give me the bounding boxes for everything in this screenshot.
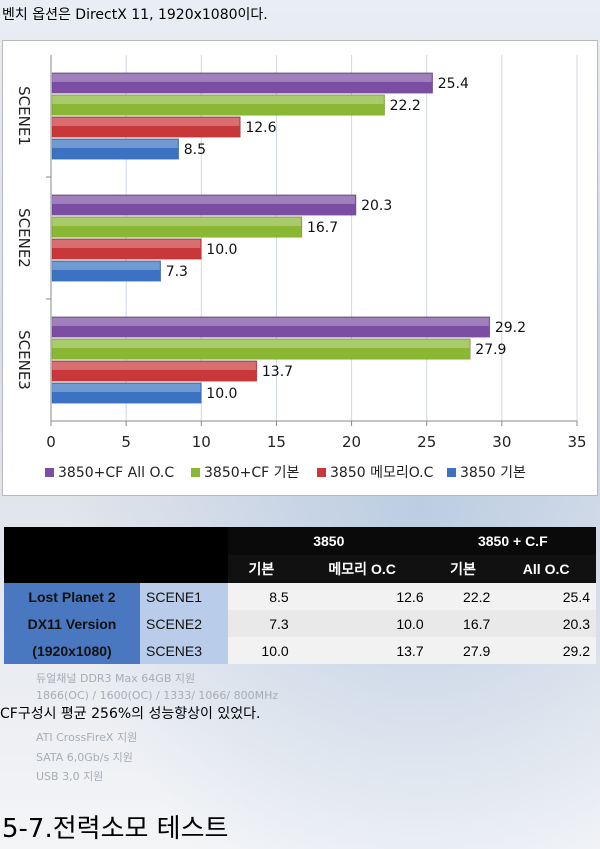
bar xyxy=(51,238,202,260)
bar-highlight xyxy=(52,317,489,326)
x-tick-label: 10 xyxy=(192,433,211,451)
chart-container: 0 5 10 15 20 25 30 35 SCENE1 25.4 22.2 12.6 8.5 SCENE… xyxy=(2,40,598,496)
sub-header: 기본 xyxy=(429,555,497,583)
legend-label: 3850 기본 xyxy=(460,465,526,481)
plot-area xyxy=(51,55,577,421)
bar xyxy=(51,360,258,382)
value-cell: 8.5 xyxy=(228,583,295,610)
background-text: SATA 6,0Gb/s 지원 xyxy=(36,751,133,764)
intro-text: 벤치 옵션은 DirectX 11, 1920x1080이다. xyxy=(2,7,268,23)
table-corner xyxy=(4,527,228,583)
bar xyxy=(51,382,202,404)
scene-cell: SCENE3 xyxy=(140,637,228,664)
value-cell: 12.6 xyxy=(294,583,430,610)
value-cell: 22.2 xyxy=(429,583,497,610)
data-label: 22.2 xyxy=(390,98,421,114)
data-label: 10.0 xyxy=(206,242,237,258)
bar xyxy=(51,194,357,216)
results-table: 3850 3850 + C.F 기본 메모리 O.C 기본 All O.C Lo… xyxy=(4,527,596,664)
bar xyxy=(51,216,303,238)
bar xyxy=(51,260,162,282)
row-label: DX11 Version xyxy=(4,610,140,637)
data-label: 13.7 xyxy=(262,364,293,380)
x-tick-label: 25 xyxy=(417,433,436,451)
bar-highlight xyxy=(52,261,160,270)
data-label: 12.6 xyxy=(245,120,276,136)
table-row: DX11 Version SCENE2 7.3 10.0 16.7 20.3 xyxy=(4,610,596,637)
scene-cell: SCENE2 xyxy=(140,610,228,637)
value-cell: 16.7 xyxy=(429,610,497,637)
table-row: (1920x1080) SCENE3 10.0 13.7 27.9 29.2 xyxy=(4,637,596,664)
bar-chart: 0 5 10 15 20 25 30 35 SCENE1 25.4 22.2 12.6 8.5 SCENE… xyxy=(15,55,587,481)
bar-highlight xyxy=(52,117,240,126)
bar xyxy=(51,338,471,360)
category-label: SCENE1 xyxy=(15,86,33,146)
legend-label: 3850+CF 기본 xyxy=(204,465,300,481)
legend-swatch xyxy=(447,468,456,477)
legend-swatch xyxy=(191,468,200,477)
legend-swatch xyxy=(317,468,326,477)
sub-header: 기본 xyxy=(228,555,295,583)
sub-header: All O.C xyxy=(496,555,596,583)
x-tick-label: 0 xyxy=(46,433,56,451)
group-header-3850-cf: 3850 + C.F xyxy=(429,527,596,555)
value-cell: 29.2 xyxy=(496,637,596,664)
value-cell: 7.3 xyxy=(228,610,295,637)
legend-label: 3850+CF All O.C xyxy=(58,465,174,481)
data-label: 7.3 xyxy=(166,264,188,280)
group-header-3850: 3850 xyxy=(228,527,430,555)
data-label: 10.0 xyxy=(206,386,237,402)
data-label: 20.3 xyxy=(361,198,392,214)
data-label: 25.4 xyxy=(438,76,469,92)
bar-highlight xyxy=(52,361,256,370)
bar xyxy=(51,72,434,94)
sub-header: 메모리 O.C xyxy=(294,555,430,583)
data-label: 16.7 xyxy=(307,220,338,236)
value-cell: 13.7 xyxy=(294,637,430,664)
value-cell: 10.0 xyxy=(294,610,430,637)
scene-cell: SCENE1 xyxy=(140,583,228,610)
x-tick-label: 5 xyxy=(121,433,131,451)
x-tick-label: 30 xyxy=(492,433,511,451)
row-label: Lost Planet 2 xyxy=(4,583,140,610)
table-header-row: 3850 3850 + C.F xyxy=(4,527,596,583)
x-tick-label: 20 xyxy=(342,433,361,451)
background-text: USB 3,0 지원 xyxy=(36,770,104,783)
background-text: ATI CrossFireX 지원 xyxy=(36,731,138,744)
bar-highlight xyxy=(52,95,384,104)
data-label: 27.9 xyxy=(475,342,506,358)
x-tick-label: 35 xyxy=(567,433,586,451)
legend-label: 3850 메모리O.C xyxy=(330,465,434,481)
value-cell: 27.9 xyxy=(429,637,497,664)
legend-swatch xyxy=(45,468,54,477)
bar-highlight xyxy=(52,217,301,226)
caption-text: CF구성시 평균 256%의 성능향상이 있었다. xyxy=(0,706,261,722)
category-label: SCENE2 xyxy=(15,208,33,268)
value-cell: 20.3 xyxy=(496,610,596,637)
x-tick-label: 15 xyxy=(267,433,286,451)
section-title: 5-7.전력소모 테스트 xyxy=(2,814,229,844)
bar xyxy=(51,116,241,138)
bar-highlight xyxy=(52,383,201,392)
background-text: 1866(OC) / 1600(OC) / 1333/ 1066/ 800MHz xyxy=(36,689,279,702)
bar-highlight xyxy=(52,139,178,148)
data-label: 29.2 xyxy=(495,320,526,336)
bar-highlight xyxy=(52,73,432,82)
bar-highlight xyxy=(52,195,356,204)
table-subheader-row: 기본 메모리 O.C 기본 All O.C xyxy=(4,555,596,583)
category-label: SCENE3 xyxy=(15,330,33,390)
row-label: (1920x1080) xyxy=(4,637,140,664)
value-cell: 25.4 xyxy=(496,583,596,610)
bar xyxy=(51,94,385,116)
table-row: Lost Planet 2 SCENE1 8.5 12.6 22.2 25.4 xyxy=(4,583,596,610)
bar-highlight xyxy=(52,239,201,248)
bar-highlight xyxy=(52,339,470,348)
background-text: 듀얼채널 DDR3 Max 64GB 지원 xyxy=(36,672,196,685)
value-cell: 10.0 xyxy=(228,637,295,664)
data-label: 8.5 xyxy=(184,142,206,158)
bar xyxy=(51,138,180,160)
bar xyxy=(51,316,491,338)
